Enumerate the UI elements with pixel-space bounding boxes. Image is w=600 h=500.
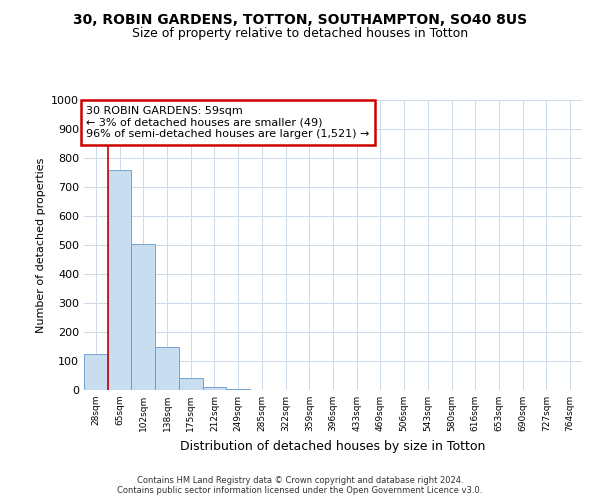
Bar — [131, 244, 155, 390]
Text: 30, ROBIN GARDENS, TOTTON, SOUTHAMPTON, SO40 8US: 30, ROBIN GARDENS, TOTTON, SOUTHAMPTON, … — [73, 12, 527, 26]
Y-axis label: Number of detached properties: Number of detached properties — [35, 158, 46, 332]
Bar — [179, 378, 203, 390]
X-axis label: Distribution of detached houses by size in Totton: Distribution of detached houses by size … — [181, 440, 485, 452]
Text: Contains HM Land Registry data © Crown copyright and database right 2024.
Contai: Contains HM Land Registry data © Crown c… — [118, 476, 482, 495]
Bar — [203, 387, 226, 390]
Text: 30 ROBIN GARDENS: 59sqm
← 3% of detached houses are smaller (49)
96% of semi-det: 30 ROBIN GARDENS: 59sqm ← 3% of detached… — [86, 106, 370, 139]
Text: Size of property relative to detached houses in Totton: Size of property relative to detached ho… — [132, 28, 468, 40]
Bar — [155, 346, 179, 390]
Bar — [108, 170, 131, 390]
Bar — [84, 354, 108, 390]
